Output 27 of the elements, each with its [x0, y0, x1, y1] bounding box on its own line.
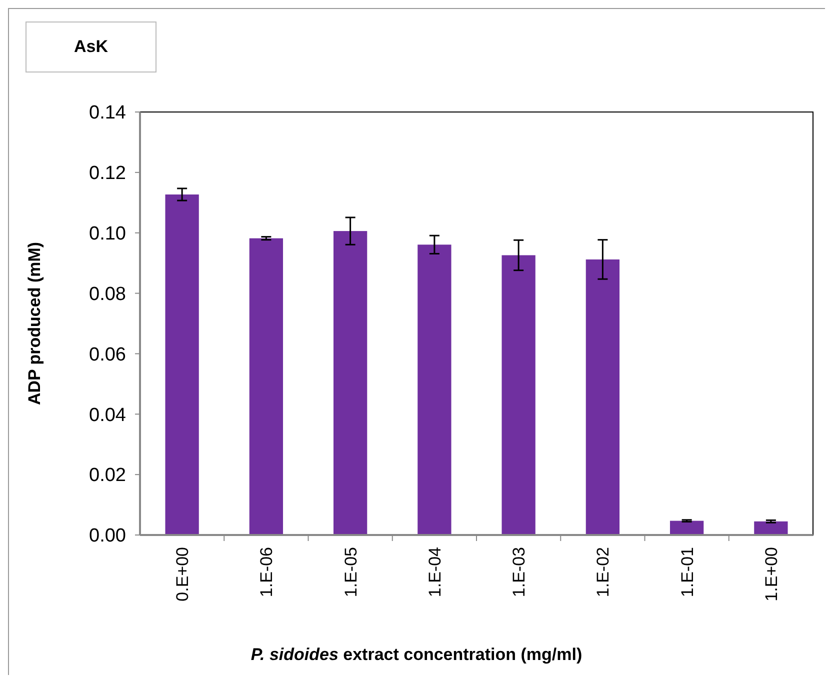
- x-tick-label: 1.E-04: [425, 547, 444, 598]
- bar: [249, 238, 284, 535]
- x-tick-label: 1.E+00: [762, 547, 781, 602]
- bar: [754, 521, 788, 535]
- y-tick-label: 0.12: [89, 163, 126, 184]
- x-tick-label: 1.E-02: [594, 547, 613, 598]
- bar: [418, 244, 452, 535]
- y-tick-label: 0.08: [89, 284, 126, 305]
- x-tick-label: 1.E-06: [257, 547, 276, 598]
- x-tick-label: 1.E-03: [510, 547, 529, 598]
- y-tick-label: 0.14: [89, 102, 126, 124]
- x-tick-label: 1.E-05: [341, 547, 360, 598]
- y-tick-label: 0.00: [89, 526, 126, 547]
- bar: [670, 520, 704, 535]
- bar: [586, 259, 620, 535]
- bar: [333, 231, 368, 535]
- x-axis-title: P. sidoides extract concentration (mg/ml): [250, 645, 582, 664]
- x-tick-label: 0.E+00: [173, 547, 192, 602]
- y-tick-label: 0.06: [89, 344, 126, 366]
- y-axis-title: ADP produced (mM): [25, 242, 44, 406]
- bar: [502, 255, 536, 535]
- y-tick-label: 0.10: [89, 224, 126, 245]
- y-tick-label: 0.02: [89, 465, 126, 486]
- x-tick-label: 1.E-01: [678, 547, 697, 598]
- chart-title: AsK: [74, 37, 109, 56]
- bar: [165, 194, 199, 535]
- y-tick-label: 0.04: [89, 404, 126, 426]
